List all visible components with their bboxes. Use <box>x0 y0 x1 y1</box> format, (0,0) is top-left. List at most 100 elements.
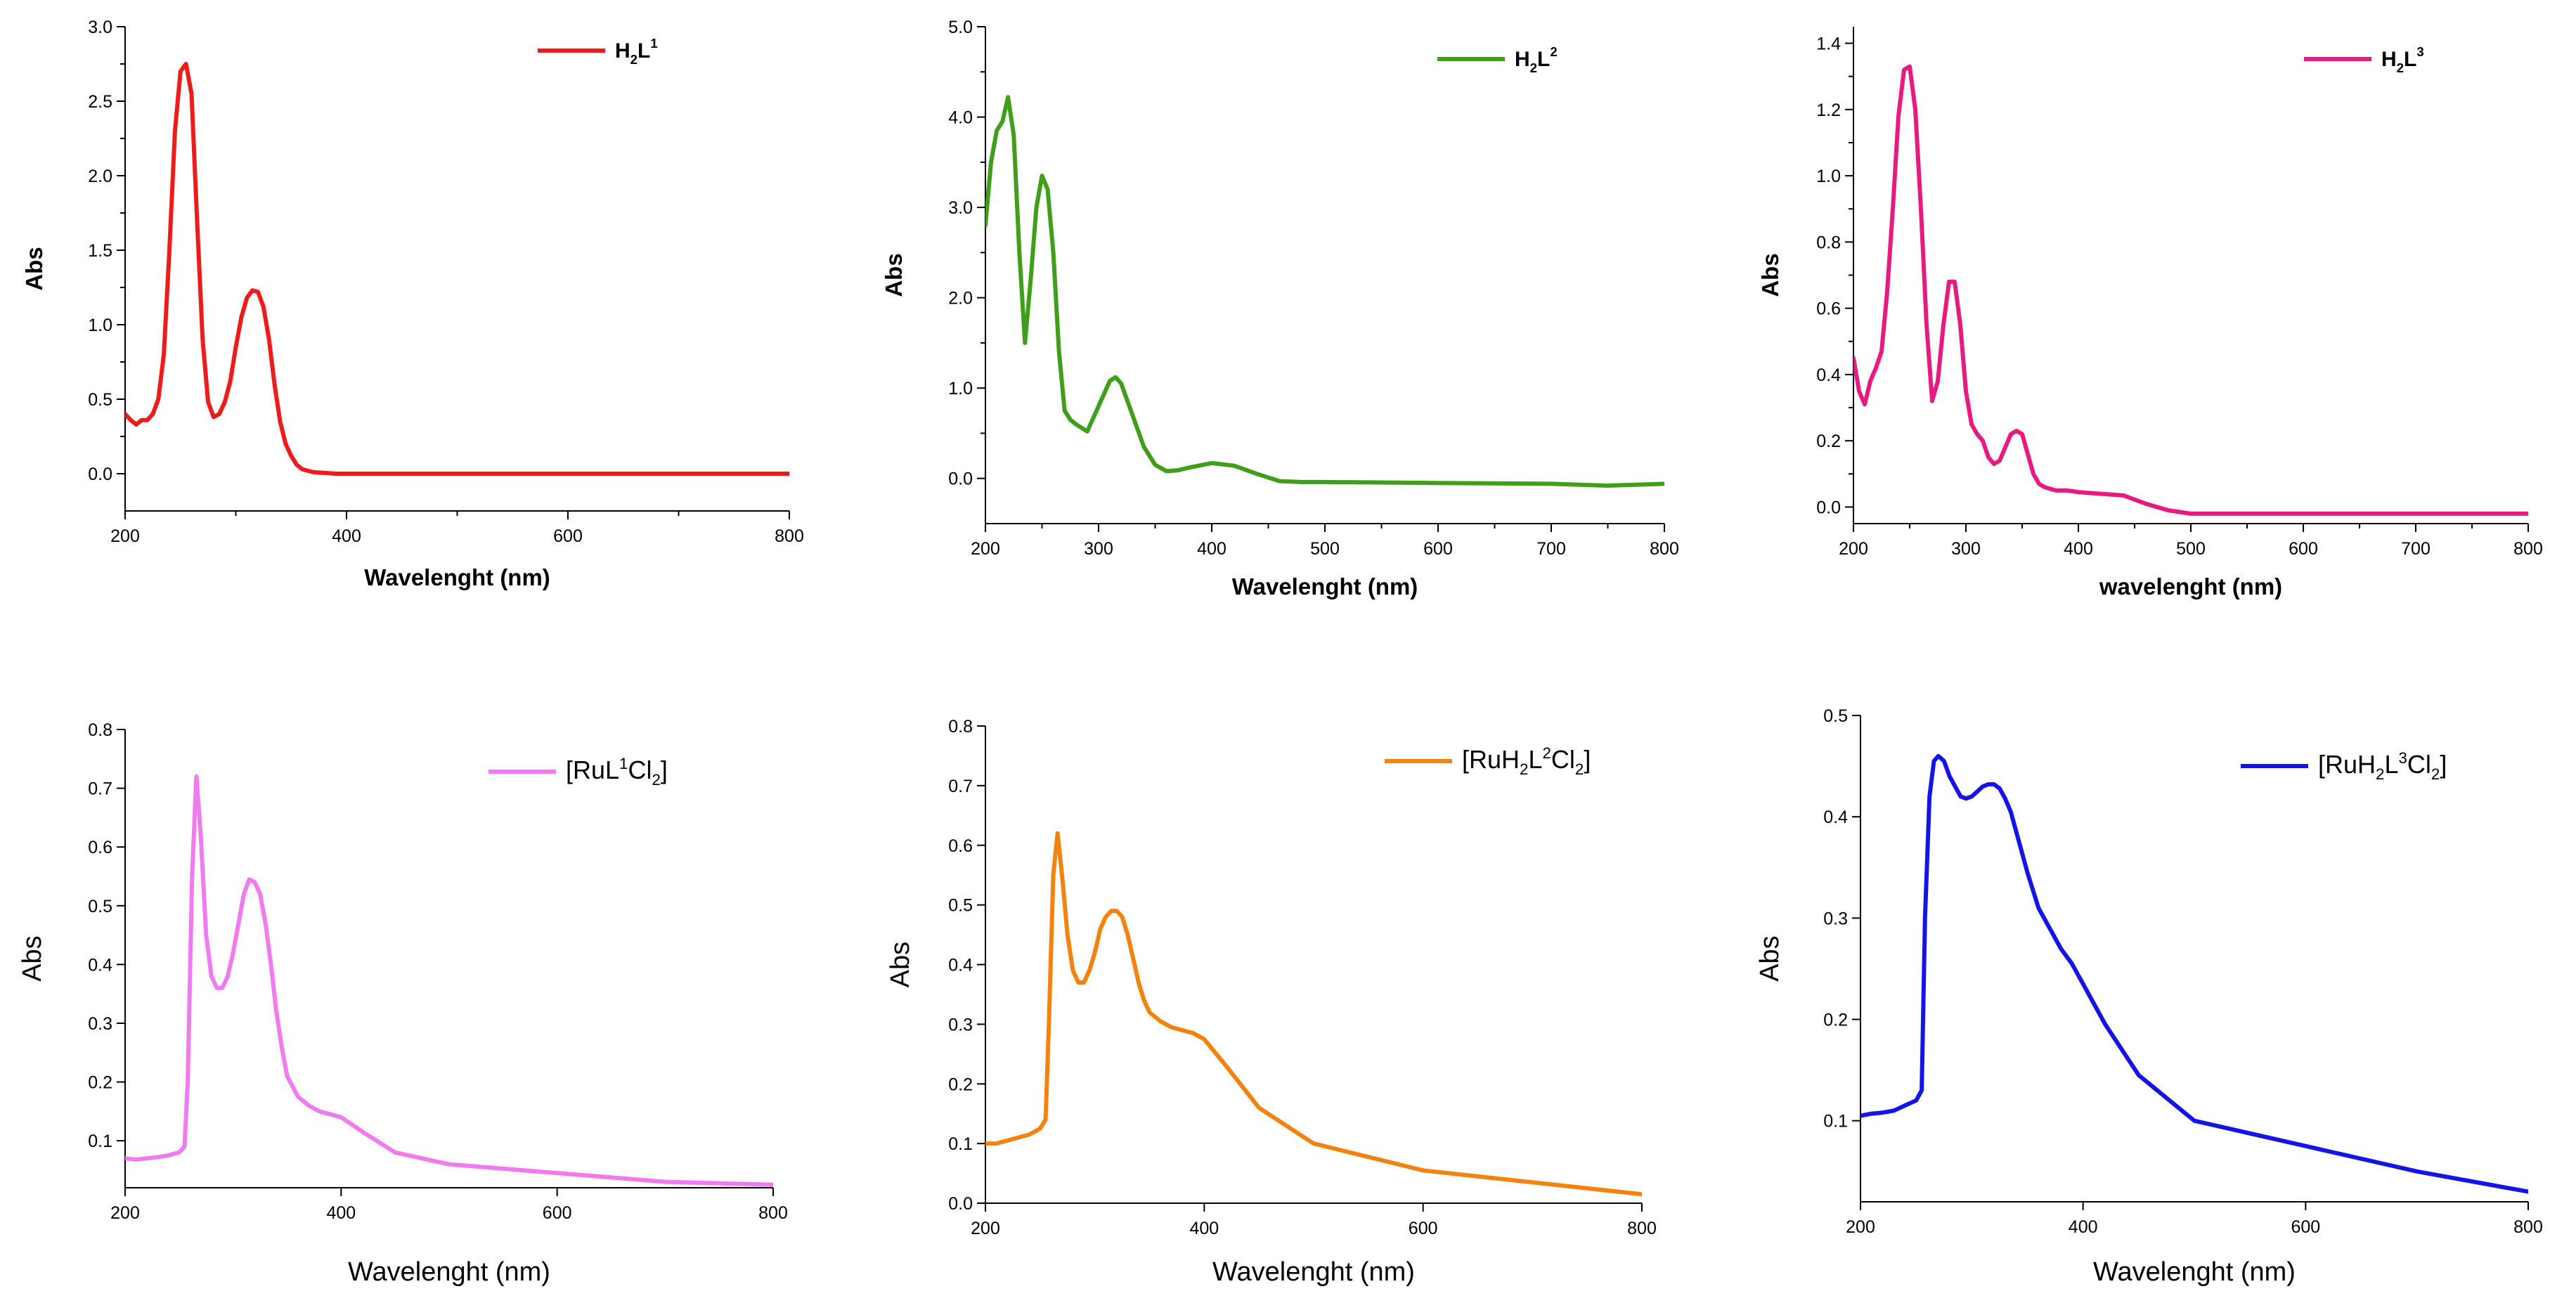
y-tick-label: 0.6 <box>1816 299 1841 319</box>
series-line-h2l2 <box>985 95 1664 488</box>
legend: H2L3 <box>2304 44 2424 75</box>
x-tick-label: 300 <box>1951 539 1981 559</box>
legend-label: H2L3 <box>2381 44 2424 75</box>
y-tick-label: 3.0 <box>88 18 112 37</box>
chart-panel-rul1cl2: 200 400 600 800 0.1 0.2 0.3 0.4 0.5 0.6 0.7 0.8 Wave… <box>18 720 788 1287</box>
x-tick-label: 200 <box>971 1219 1000 1238</box>
x-axis-label: Wavelenght (nm) <box>1232 573 1418 599</box>
y-tick-label: 2.5 <box>88 92 112 112</box>
x-axis-label: Wavelenght (nm) <box>348 1257 550 1287</box>
legend: [RuH2L3Cl2] <box>2241 749 2447 783</box>
chart-panel-ruh2l2cl2: 200 400 600 800 0.0 0.1 0.2 0.3 0.4 0.5 0.6 0.7 0.8 W… <box>886 717 1657 1287</box>
x-tick-label: 200 <box>1839 539 1868 559</box>
y-tick-label: 0.2 <box>1823 1011 1848 1030</box>
x-tick-label: 300 <box>1084 539 1113 559</box>
y-tick-label: 1.0 <box>88 316 112 335</box>
legend: [RuH2L2Cl2] <box>1385 744 1591 778</box>
x-axis-label: Wavelenght (nm) <box>1212 1257 1415 1287</box>
y-axis-label: Abs <box>21 247 47 290</box>
series-line-ruh2l2cl2 <box>985 831 1642 1197</box>
y-tick-label: 0.2 <box>1816 432 1841 451</box>
series-line-h2l3 <box>1853 64 2528 516</box>
y-tick-label: 0.2 <box>88 1073 112 1093</box>
x-tick-label: 700 <box>1536 539 1566 559</box>
y-tick-label: 5.0 <box>948 18 973 37</box>
y-tick-label: 0.3 <box>948 1015 973 1035</box>
y-tick-label: 0.7 <box>948 777 973 796</box>
y-tick-label: 0.5 <box>88 390 112 410</box>
y-tick-label: 0.0 <box>1816 498 1841 517</box>
y-tick-label: 0.3 <box>88 1014 112 1034</box>
y-tick-label: 0.4 <box>88 955 112 975</box>
chart-panel-h2l3: 200 300 400 500 600 700 800 0.0 0.2 0.4 0.6 0.8 1.0 1… <box>1757 27 2543 599</box>
x-tick-label: 200 <box>1846 1217 1875 1237</box>
y-tick-label: 0.5 <box>1823 706 1848 726</box>
x-tick-label: 800 <box>2513 1217 2543 1237</box>
x-tick-label: 800 <box>1627 1219 1657 1238</box>
y-tick-label: 0.0 <box>88 465 112 484</box>
x-tick-label: 400 <box>2064 539 2093 559</box>
y-tick-label: 0.8 <box>948 717 973 737</box>
x-tick-label: 400 <box>1197 539 1226 559</box>
y-tick-label: 0.6 <box>948 836 973 856</box>
x-tick-label: 600 <box>553 526 583 546</box>
y-tick-label: 0.5 <box>948 896 973 916</box>
y-tick-label: 0.7 <box>88 779 112 799</box>
chart-panel-ruh2l3cl2: 200 400 600 800 0.1 0.2 0.3 0.4 0.5 Wavelenght (n… <box>1755 706 2543 1287</box>
x-tick-label: 500 <box>2176 539 2206 559</box>
series-line-rul1cl2 <box>125 774 773 1187</box>
chart-panel-h2l1: 200 400 600 800 0.0 0.5 1.0 1.5 2.0 2.5 3.0 Wavelen… <box>21 18 804 590</box>
x-tick-label: 600 <box>1409 1219 1438 1238</box>
legend: H2L2 <box>1437 44 1558 75</box>
legend-label: H2L2 <box>1515 44 1558 75</box>
series-line-ruh2l3cl2 <box>1860 753 2528 1194</box>
y-tick-label: 0.3 <box>1823 909 1848 928</box>
y-tick-label: 0.5 <box>88 897 112 916</box>
x-axis-label: Wavelenght (nm) <box>364 564 550 590</box>
y-tick-label: 1.0 <box>1816 167 1841 186</box>
y-tick-label: 0.1 <box>88 1132 112 1151</box>
x-tick-label: 400 <box>332 526 361 546</box>
x-tick-label: 500 <box>1310 539 1340 559</box>
legend: H2L1 <box>538 36 658 67</box>
y-tick-label: 3.0 <box>948 198 973 218</box>
x-tick-label: 600 <box>543 1203 572 1223</box>
y-tick-label: 1.2 <box>1816 101 1841 120</box>
chart-panel-h2l2: 200 300 400 500 600 700 800 0.0 1.0 2.0 3.0 4.0 5.0 W… <box>881 18 1679 599</box>
y-tick-label: 0.0 <box>948 469 973 489</box>
y-axis-label: Abs <box>1755 935 1785 981</box>
y-tick-label: 1.5 <box>88 241 112 261</box>
y-axis-label: Abs <box>18 935 47 981</box>
x-tick-label: 400 <box>1189 1219 1219 1238</box>
y-tick-label: 0.0 <box>948 1194 973 1214</box>
x-tick-label: 200 <box>971 539 1000 559</box>
y-tick-label: 2.0 <box>88 167 112 186</box>
y-tick-label: 0.1 <box>1823 1112 1848 1132</box>
y-axis-label: Abs <box>881 253 907 297</box>
y-tick-label: 2.0 <box>948 289 973 309</box>
y-tick-label: 0.8 <box>1816 233 1841 252</box>
y-tick-label: 1.0 <box>948 379 973 398</box>
y-tick-label: 0.2 <box>948 1075 973 1094</box>
x-tick-label: 200 <box>110 526 140 546</box>
x-tick-label: 700 <box>2401 539 2431 559</box>
y-axis-label: Abs <box>886 942 915 987</box>
x-tick-label: 400 <box>326 1203 356 1223</box>
x-tick-label: 800 <box>775 526 804 546</box>
x-tick-label: 800 <box>1650 539 1679 559</box>
series-line-h2l1 <box>125 62 789 476</box>
legend: [RuL1Cl2] <box>488 755 668 789</box>
legend-label: H2L1 <box>615 36 658 67</box>
y-tick-label: 1.4 <box>1816 34 1841 54</box>
y-tick-label: 0.4 <box>1823 808 1848 827</box>
x-axis-label: Wavelenght (nm) <box>2093 1257 2296 1287</box>
y-tick-label: 4.0 <box>948 108 973 128</box>
x-axis-label: wavelenght (nm) <box>2099 573 2282 599</box>
x-tick-label: 600 <box>2291 1217 2320 1237</box>
y-axis-label: Abs <box>1757 253 1783 297</box>
x-tick-label: 400 <box>2069 1217 2098 1237</box>
legend-label: [RuH2L3Cl2] <box>2318 749 2447 783</box>
x-tick-label: 800 <box>758 1203 788 1223</box>
y-tick-label: 0.4 <box>1816 365 1841 385</box>
